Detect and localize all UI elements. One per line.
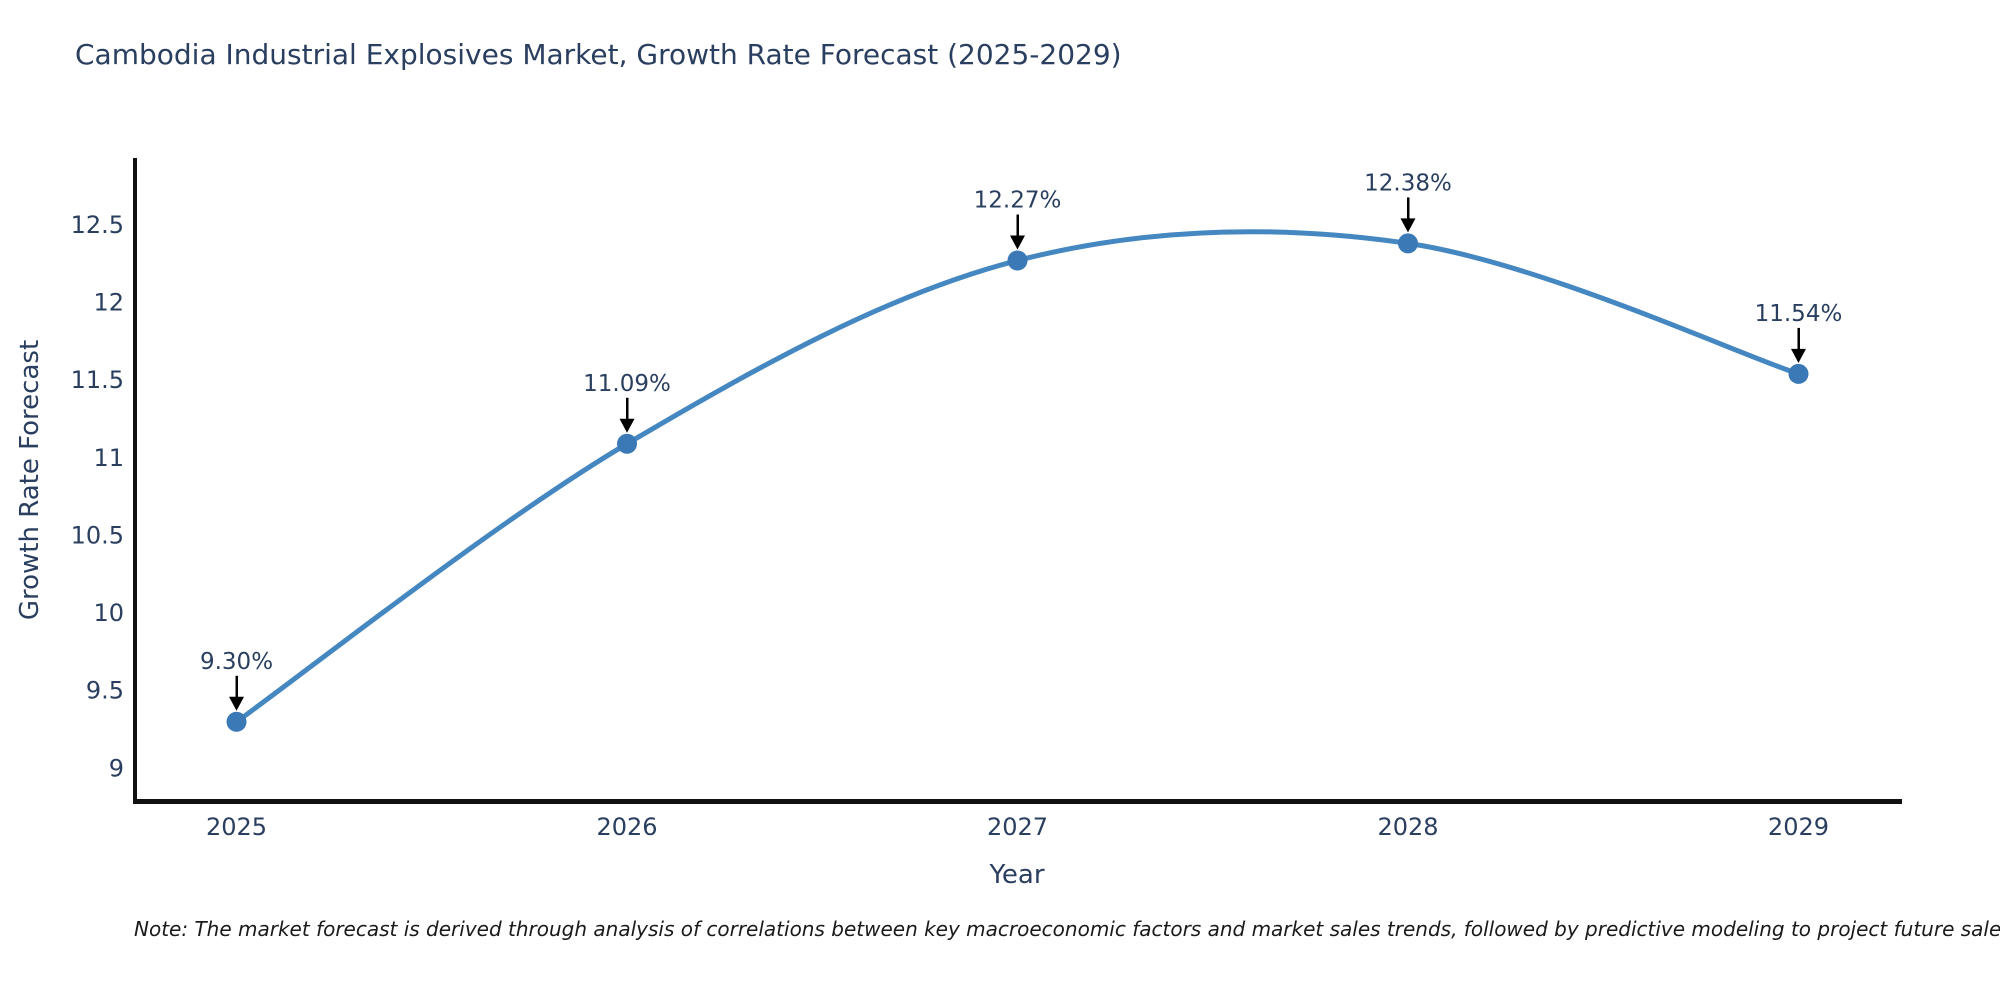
annotation-arrow-line [235, 675, 239, 702]
annotation-arrow-line [1797, 327, 1800, 354]
y-tick-label: 10 [93, 599, 124, 627]
annotation-arrowhead-icon [1010, 235, 1025, 250]
y-tick-label: 12.5 [71, 211, 124, 239]
y-tick-label: 9 [109, 754, 124, 782]
annotation-arrowhead-icon [229, 696, 245, 711]
data-point-2025[interactable] [226, 711, 247, 732]
x-tick-label: 2026 [596, 813, 657, 841]
chart-title: Cambodia Industrial Explosives Market, G… [75, 38, 1122, 71]
forecast-line[interactable] [234, 229, 1801, 725]
data-point-label: 12.27% [974, 188, 1062, 214]
annotation-arrowhead-icon [1400, 218, 1416, 233]
data-point-2026[interactable] [617, 433, 638, 454]
data-point-label: 9.30% [200, 649, 273, 675]
data-point-2027[interactable] [1007, 250, 1028, 271]
annotation-arrowhead-icon [619, 418, 635, 433]
x-axis-line [133, 799, 1902, 804]
data-point-label: 12.38% [1364, 170, 1452, 196]
footnote: Note: The market forecast is derived thr… [134, 917, 2000, 941]
data-point-label: 11.09% [583, 371, 671, 397]
y-tick-label: 11.5 [71, 366, 124, 394]
y-tick-label: 9.5 [86, 677, 124, 705]
x-tick-label: 2029 [1768, 813, 1829, 841]
y-tick-label: 11 [93, 444, 124, 472]
y-tick-label: 10.5 [71, 521, 124, 549]
annotation-arrow-line [1016, 214, 1019, 241]
x-tick-label: 2025 [206, 813, 267, 841]
y-tick-label: 12 [93, 288, 124, 316]
x-axis-title: Year [989, 860, 1045, 890]
data-point-label: 11.54% [1755, 301, 1843, 327]
annotation-arrowhead-icon [1790, 348, 1806, 363]
data-point-2029[interactable] [1788, 363, 1809, 384]
data-point-2028[interactable] [1397, 233, 1418, 254]
x-tick-label: 2028 [1377, 813, 1438, 841]
y-axis-line [133, 158, 137, 804]
annotation-arrow-line [626, 397, 629, 424]
x-tick-label: 2027 [987, 813, 1048, 841]
annotation-arrow-line [1406, 197, 1410, 224]
